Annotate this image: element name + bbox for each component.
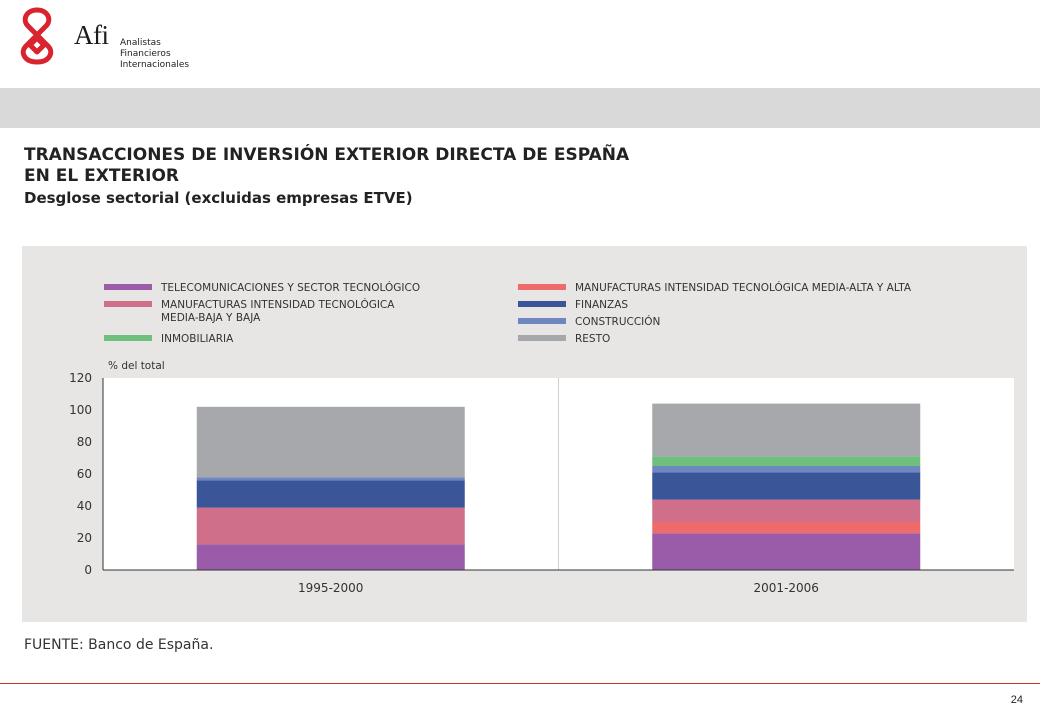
- page-title-line-2: EN EL EXTERIOR: [24, 166, 180, 186]
- brand-subtitle: Analistas Financieros Internacionales: [120, 38, 189, 71]
- bar-segment-construccion-2001-2006: [652, 466, 921, 473]
- legend-label-telecomunicaciones-y-sector-tecnologico: TELECOMUNICACIONES Y SECTOR TECNOLÓGICO: [160, 281, 420, 294]
- x-tick-label-1995-2000: 1995-2000: [298, 581, 363, 595]
- legend-label-manufacturas-intensidad-tecnologica-media-baja-y-baja-line-1: MANUFACTURAS INTENSIDAD TECNOLÓGICA: [161, 298, 395, 311]
- legend-swatch-resto: [518, 335, 566, 341]
- brand-subtitle-line-1: Analistas: [120, 38, 161, 48]
- source-note: FUENTE: Banco de España.: [24, 637, 214, 653]
- footer-divider: [0, 683, 1040, 684]
- legend-swatch-inmobiliaria: [104, 335, 152, 341]
- brand-subtitle-line-3: Internacionales: [120, 60, 190, 70]
- brand-name: Afi: [74, 20, 109, 50]
- y-tick-label-120: 120: [69, 371, 92, 385]
- bar-segment-finanzas-1995-2000: [196, 480, 465, 508]
- bar-segment-resto-1995-2000: [196, 406, 465, 478]
- legend-label-construccion: CONSTRUCCIÓN: [575, 315, 660, 328]
- legend-label-manufacturas-intensidad-tecnologica-media-alta-y-alta: MANUFACTURAS INTENSIDAD TECNOLÓGICA MEDI…: [575, 281, 912, 294]
- brand-subtitle-line-2: Financieros: [120, 49, 171, 59]
- legend-swatch-manufacturas-intensidad-tecnologica-media-alta-y-alta: [518, 284, 566, 290]
- chart-panel: TELECOMUNICACIONES Y SECTOR TECNOLÓGICO M…: [22, 246, 1027, 622]
- afi-logo-icon: [20, 7, 54, 65]
- legend-swatch-construccion: [518, 318, 566, 324]
- legend-swatch-finanzas: [518, 301, 566, 307]
- bar-segment-resto-2001-2006: [652, 403, 921, 457]
- y-tick-label-40: 40: [77, 499, 92, 513]
- bar-segment-construccion-1995-2000: [196, 477, 465, 481]
- y-tick-label-20: 20: [77, 531, 92, 545]
- y-tick-label-60: 60: [77, 467, 92, 481]
- y-tick-label-100: 100: [69, 403, 92, 417]
- page-number: 24: [1010, 694, 1023, 706]
- y-axis-label: % del total: [108, 360, 165, 372]
- bar-segment-inmobiliaria-2001-2006: [652, 456, 921, 466]
- legend-label-manufacturas-intensidad-tecnologica-media-baja-y-baja-line-2: MEDIA-BAJA Y BAJA: [161, 312, 261, 324]
- bar-segment-manufacturas-intensidad-tecnologica-media-alta-y-alta-2001-2006: [652, 522, 921, 534]
- legend-label-inmobiliaria: INMOBILIARIA: [161, 333, 234, 345]
- legend-swatch-telecomunicaciones-y-sector-tecnologico: [104, 284, 152, 290]
- bar-segment-manufacturas-intensidad-tecnologica-media-baja-y-baja-1995-2000: [196, 507, 465, 545]
- y-tick-label-0: 0: [84, 563, 92, 577]
- page-subtitle: Desglose sectorial (excluidas empresas E…: [24, 189, 413, 207]
- page-title-line-1: TRANSACCIONES DE INVERSIÓN EXTERIOR DIRE…: [24, 145, 630, 165]
- bar-segment-finanzas-2001-2006: [652, 472, 921, 500]
- x-tick-label-2001-2006: 2001-2006: [754, 581, 819, 595]
- bar-segment-telecomunicaciones-y-sector-tecnologico-2001-2006: [652, 533, 921, 570]
- header-band: [0, 88, 1040, 128]
- legend-label-finanzas: FINANZAS: [575, 299, 628, 311]
- legend-swatch-manufacturas-intensidad-tecnologica-media-baja-y-baja: [104, 301, 152, 307]
- stacked-bar-chart: TELECOMUNICACIONES Y SECTOR TECNOLÓGICO M…: [69, 281, 1014, 595]
- y-tick-label-80: 80: [77, 435, 92, 449]
- bar-segment-manufacturas-intensidad-tecnologica-media-baja-y-baja-2001-2006: [652, 499, 921, 522]
- page-title: TRANSACCIONES DE INVERSIÓN EXTERIOR DIRE…: [24, 145, 629, 187]
- bar-segment-telecomunicaciones-y-sector-tecnologico-1995-2000: [196, 544, 465, 570]
- legend-label-resto: RESTO: [575, 333, 610, 345]
